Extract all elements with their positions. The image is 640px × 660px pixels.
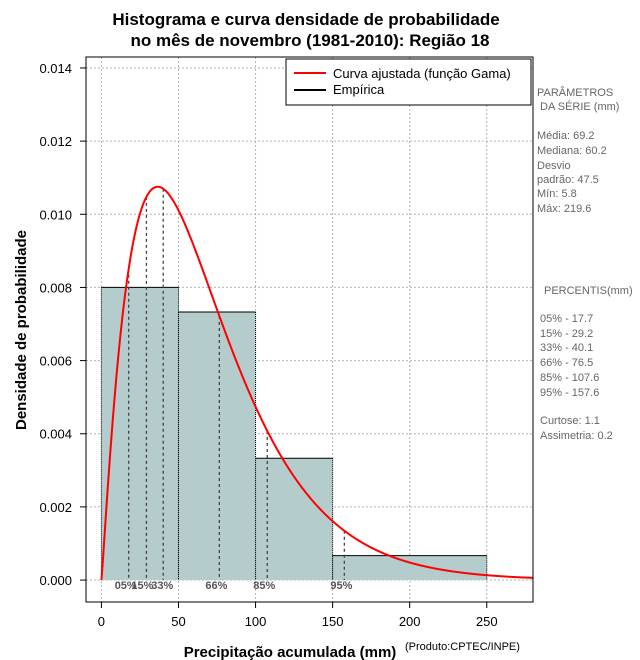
x-axis-title: Precipitação acumulada (mm) (184, 644, 397, 660)
histogram-bars (100, 286, 488, 581)
plot-frame (85, 56, 534, 603)
percentile-label-5: 95% (330, 580, 352, 592)
stat-max: Máx: 219.6 (537, 203, 591, 215)
y-tick-label-0: 0.000 (39, 573, 72, 588)
fitted-curve-group (100, 185, 534, 581)
histogram-bar-2 (255, 458, 333, 581)
x-tick-label-3: 150 (322, 614, 344, 629)
x-tick-label-2: 100 (245, 614, 267, 629)
legend-curve-label: Curva ajustada (função Gama) (333, 66, 511, 81)
y-tick-label-7: 0.014 (39, 61, 72, 76)
chart-title-line-2: no mês de novembro (1981-2010): Região 1… (130, 31, 489, 50)
legend-box (285, 58, 532, 106)
axis-ticks: 0 50 100 150 200 250 0.000 0.002 0.004 0.006 0.008… (39, 61, 497, 629)
histogram-bar-3 (332, 555, 487, 581)
y-tick-label-1: 0.002 (39, 500, 72, 515)
y-axis-title: Densidade de probabilidade (13, 230, 30, 430)
percentil-15: 15% - 29.2 (540, 328, 593, 340)
percentile-label-0: 05% (115, 580, 137, 592)
percentile-label-3: 66% (205, 580, 227, 592)
stat-assimetria: Assimetria: 0.2 (540, 430, 613, 442)
stat-media: Média: 69.2 (537, 130, 594, 142)
y-tick-label-2: 0.004 (39, 427, 72, 442)
percentil-85: 85% - 107.6 (540, 372, 599, 384)
percentile-label-1: 15% (131, 580, 153, 592)
y-tick-label-3: 0.006 (39, 354, 72, 369)
y-tick-label-5: 0.010 (39, 207, 72, 222)
percentile-markers: 05%15%33% 66% 85% 95% (115, 188, 353, 592)
percentile-label-2: 33% (151, 580, 173, 592)
stat-mediana: Mediana: 60.2 (537, 145, 607, 157)
percentile-label-4: 85% (253, 580, 275, 592)
chart-title-line-1: Histograma e curva densidade de probabil… (112, 10, 499, 29)
percentil-66: 66% - 76.5 (540, 357, 593, 369)
percentil-33: 33% - 40.1 (540, 342, 593, 354)
legend: Curva ajustada (função Gama) Empírica (285, 58, 532, 106)
percentil-05: 05% - 17.7 (540, 313, 593, 325)
stat-min: Mín: 5.8 (537, 188, 577, 200)
y-tick-label-6: 0.012 (39, 134, 72, 149)
y-tick-label-4: 0.008 (39, 280, 72, 295)
params-title-1: PARÂMETROS (537, 86, 613, 99)
x-tick-label-1: 50 (171, 614, 185, 629)
legend-empirical-label: Empírica (333, 82, 385, 97)
x-tick-label-0: 0 (98, 614, 105, 629)
x-tick-label-4: 200 (399, 614, 421, 629)
x-tick-label-5: 250 (476, 614, 498, 629)
stat-desvio-1: Desvio (537, 160, 571, 172)
stats-sidebar: PARÂMETROS DA SÉRIE (mm) Média: 69.2 Med… (537, 86, 633, 442)
percentil-95: 95% - 157.6 (540, 387, 599, 399)
credit-text: (Produto:CPTEC/INPE) (405, 641, 520, 653)
fitted-gamma-curve (100, 185, 534, 581)
histogram-bar-1 (178, 311, 256, 581)
stat-curtose: Curtose: 1.1 (540, 415, 600, 427)
params-title-2: DA SÉRIE (mm) (540, 100, 619, 113)
percentis-title: PERCENTIS(mm) (544, 285, 633, 297)
stat-desvio-2: padrão: 47.5 (537, 174, 599, 186)
histogram-bar-0 (101, 287, 179, 581)
